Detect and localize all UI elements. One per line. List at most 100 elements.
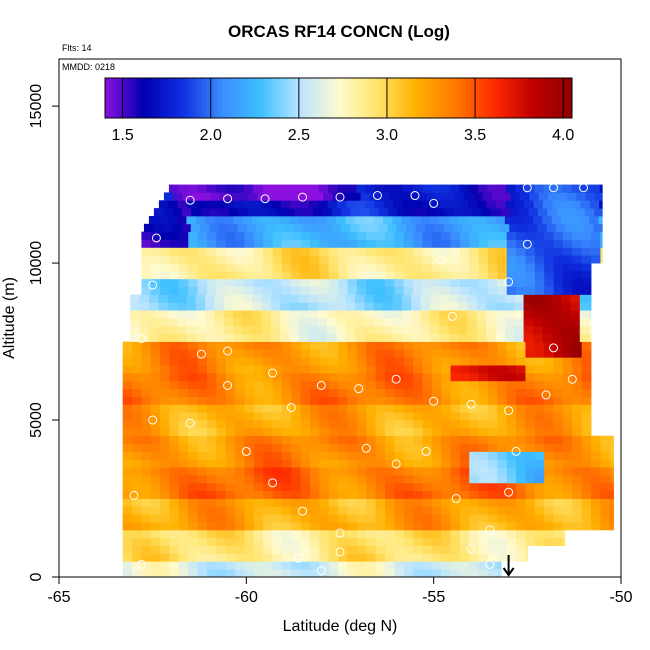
heatmap-cell (141, 396, 152, 405)
heatmap-cell (572, 255, 583, 264)
heatmap-cell (566, 208, 576, 217)
heatmap-cell (422, 490, 433, 499)
heatmap-cell (178, 286, 189, 295)
heatmap-cell (310, 239, 320, 248)
colorbar-segment (346, 78, 351, 118)
heatmap-cell (478, 239, 489, 248)
heatmap-cell (450, 396, 461, 405)
heatmap-cell (422, 459, 433, 468)
heatmap-cell (263, 514, 273, 523)
observation-point (185, 195, 195, 205)
heatmap-cell (216, 545, 227, 554)
heatmap-cell (413, 553, 423, 562)
heatmap-cell (285, 192, 296, 201)
heatmap-cell (160, 561, 170, 570)
heatmap-cell (469, 459, 480, 468)
heatmap-cell (349, 223, 360, 233)
heatmap-cell (373, 215, 384, 225)
heatmap-cell (148, 302, 159, 311)
heatmap-cells (122, 184, 614, 578)
heatmap-cell (553, 247, 564, 256)
heatmap-cell (525, 396, 536, 405)
heatmap-cell (469, 522, 480, 531)
heatmap-cell (244, 278, 255, 288)
heatmap-cell (580, 200, 591, 209)
heatmap-cell (525, 372, 536, 382)
heatmap-cell (422, 514, 433, 523)
heatmap-cell (553, 231, 564, 240)
heatmap-cell (575, 208, 586, 217)
heatmap-cell (383, 294, 393, 303)
heatmap-cell (338, 490, 348, 499)
heatmap-cell (375, 459, 386, 468)
heatmap-cell (317, 325, 328, 335)
colorbar-segment (124, 78, 129, 118)
colorbar-segment (319, 78, 324, 118)
heatmap-cell (263, 451, 273, 460)
heatmap-cell (281, 278, 292, 288)
heatmap-cell (272, 239, 283, 248)
heatmap-cell (253, 239, 264, 248)
heatmap-cell (272, 467, 283, 476)
heatmap-cell (394, 388, 405, 397)
heatmap-cell (394, 404, 405, 413)
heatmap-cell (141, 459, 152, 468)
heatmap-cell (263, 239, 273, 248)
heatmap-cell (178, 506, 189, 515)
heatmap-cell (150, 514, 161, 523)
colorbar-segment (264, 78, 269, 118)
heatmap-cell (459, 380, 470, 390)
heatmap-cell (403, 372, 414, 382)
heatmap-cell (356, 396, 367, 405)
heatmap-cell (178, 427, 189, 437)
heatmap-cell (347, 467, 358, 476)
heatmap-cell (235, 255, 245, 264)
heatmap-cell (139, 333, 150, 342)
heatmap-cell (244, 514, 255, 523)
heatmap-cell (356, 474, 367, 484)
heatmap-cell (546, 223, 557, 233)
heatmap-cell (504, 318, 515, 327)
heatmap-cell (366, 270, 376, 280)
heatmap-cell (581, 263, 592, 272)
heatmap-cell (422, 263, 433, 272)
heatmap-cell (506, 263, 517, 272)
heatmap-cell (450, 443, 461, 452)
colorbar-segment (560, 78, 565, 118)
heatmap-cell (235, 474, 245, 484)
heatmap-cell (553, 341, 564, 350)
heatmap-cell (375, 278, 386, 288)
heatmap-cell (469, 427, 480, 437)
heatmap-cell (366, 553, 376, 562)
heatmap-cell (188, 506, 199, 515)
flights-note: Flts: 14 (62, 43, 92, 53)
heatmap-cell (497, 443, 508, 452)
heatmap-cell (544, 451, 554, 460)
heatmap-cell (281, 349, 292, 358)
heatmap-cell (206, 427, 217, 437)
heatmap-cell (253, 482, 264, 492)
heatmap-cell (514, 333, 524, 342)
heatmap-cell (356, 404, 367, 413)
heatmap-cell (525, 239, 536, 248)
heatmap-cell (319, 365, 330, 374)
heatmap-cell (506, 270, 517, 280)
heatmap-cell (506, 522, 517, 531)
y-tick-label: 10000 (28, 241, 45, 286)
colorbar-segment (412, 78, 417, 118)
heatmap-cell (469, 278, 480, 288)
heatmap-cell (534, 490, 545, 499)
heatmap-cell (141, 569, 152, 578)
heatmap-cell (233, 333, 243, 342)
heatmap-cell (263, 420, 273, 429)
heatmap-cell (533, 200, 544, 209)
heatmap-cell (347, 420, 358, 429)
heatmap-cell (542, 200, 553, 209)
heatmap-cell (429, 318, 440, 327)
heatmap-cell (375, 553, 386, 562)
heatmap-cell (497, 341, 508, 350)
heatmap-cell (172, 223, 182, 233)
heatmap-cell (487, 561, 498, 570)
heatmap-cell (150, 349, 161, 358)
heatmap-cell (600, 490, 611, 499)
